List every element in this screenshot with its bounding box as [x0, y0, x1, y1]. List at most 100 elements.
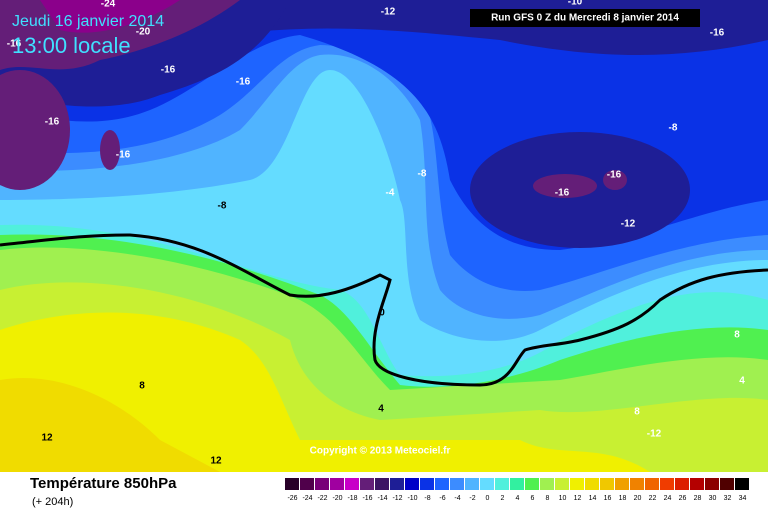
map: -24 -20 -16 -16 -16 -16 -16 -10 -12 -16 -8 -16 -16 -1…	[0, 0, 768, 472]
scale-label: -18	[347, 495, 357, 502]
scale-swatch	[465, 478, 479, 490]
contour-label: -16	[161, 65, 176, 76]
contour-label: -8	[669, 123, 678, 134]
contour-label: -8	[218, 201, 227, 212]
scale-swatch	[420, 478, 434, 490]
scale-swatch	[570, 478, 584, 490]
scale-swatch	[390, 478, 404, 490]
contour-label: -12	[621, 219, 636, 230]
contour-label: -8	[418, 169, 427, 180]
scale-swatch	[600, 478, 614, 490]
scale-swatch	[555, 478, 569, 490]
contour-label: 8	[139, 381, 145, 392]
scale-swatch	[735, 478, 749, 490]
scale-label: -10	[407, 495, 417, 502]
scale-swatch	[525, 478, 539, 490]
zone	[0, 70, 70, 190]
scale-swatch	[690, 478, 704, 490]
scale-label: -6	[439, 495, 445, 502]
scale-swatch	[615, 478, 629, 490]
scale-swatch	[630, 478, 644, 490]
scale-swatch	[495, 478, 509, 490]
scale-swatch	[285, 478, 299, 490]
contour-label: -4	[386, 188, 395, 199]
scale-label: -14	[377, 495, 387, 502]
scale-label: 4	[516, 495, 520, 502]
copyright: Copyright © 2013 Meteociel.fr	[310, 446, 451, 457]
scale-label: 2	[501, 495, 505, 502]
scale-label: -26	[287, 495, 297, 502]
scale-swatch	[450, 478, 464, 490]
zone	[0, 378, 220, 472]
contour-label: 8	[734, 330, 740, 341]
contour-label: 8	[634, 407, 640, 418]
scale-swatch	[675, 478, 689, 490]
scale-label: 20	[634, 495, 642, 502]
scale-swatch	[360, 478, 374, 490]
run: Run GFS 0 Z du Mercredi 8 janvier 2014	[491, 13, 679, 24]
contour-label: -16	[607, 170, 622, 181]
contour-label: -12	[647, 429, 662, 440]
scale-swatch	[705, 478, 719, 490]
contour-label: -16	[710, 28, 725, 39]
scale-label: 22	[649, 495, 657, 502]
scale-label: 6	[531, 495, 535, 502]
scale-label: -4	[454, 495, 460, 502]
scale-label: 16	[604, 495, 612, 502]
scale-swatch	[405, 478, 419, 490]
scale-label: -12	[392, 495, 402, 502]
scale-label: -22	[317, 495, 327, 502]
legend-subtitle: (+ 204h)	[32, 496, 73, 508]
scale-label: 14	[589, 495, 597, 502]
contour-label: 4	[739, 376, 745, 387]
scale-swatch	[435, 478, 449, 490]
contour-label: -20	[136, 27, 151, 38]
scale-swatch	[720, 478, 734, 490]
scale-label: -24	[302, 495, 312, 502]
contour-label: -12	[381, 7, 396, 18]
contour-label: -10	[568, 0, 583, 8]
zero-isotherm	[0, 233, 768, 387]
contour-label: -24	[101, 0, 116, 10]
scale-swatch	[375, 478, 389, 490]
legend-title: Température 850hPa	[30, 475, 177, 492]
scale-label: -2	[469, 495, 475, 502]
contour-label: -16	[236, 77, 251, 88]
contour-label: -16	[116, 150, 131, 161]
scale-label: 24	[664, 495, 672, 502]
scale-label: 26	[679, 495, 687, 502]
scale-swatch	[480, 478, 494, 490]
scale-label: -16	[362, 495, 372, 502]
scale-label: 0	[486, 495, 490, 502]
scale-swatch	[660, 478, 674, 490]
scale-swatch	[315, 478, 329, 490]
run-box	[470, 9, 700, 27]
color-scale: -26 -24 -22 -20 -18 -16 -14 -12 -10 -8 -6 -4 -2 0 2 4 6 8…	[285, 478, 749, 502]
contour-label: -16	[555, 188, 570, 199]
scale-swatch	[510, 478, 524, 490]
zone	[40, 0, 180, 33]
contour-label: 12	[41, 433, 53, 444]
scale-label: 18	[619, 495, 627, 502]
scale-swatch	[585, 478, 599, 490]
date: Jeudi 16 janvier 2014	[12, 13, 164, 30]
scale-label: -20	[332, 495, 342, 502]
scale-label: 28	[694, 495, 702, 502]
contour-label: 12	[210, 456, 222, 467]
scale-label: -8	[424, 495, 430, 502]
scale-label: 12	[574, 495, 582, 502]
zone	[533, 174, 597, 198]
scale-swatch	[300, 478, 314, 490]
scale-label: 10	[559, 495, 567, 502]
scale-swatch	[345, 478, 359, 490]
scale-label: 32	[724, 495, 732, 502]
zone	[100, 130, 120, 170]
contour-label: -16	[7, 39, 22, 50]
scale-label: 30	[709, 495, 717, 502]
time: 13:00 locale	[12, 33, 131, 58]
contour-labels: -24 -20 -16 -16 -16 -16 -16 -10 -12 -16 -8 -16 -16 -1…	[7, 0, 745, 467]
scale-label: 8	[546, 495, 550, 502]
scale-label: 34	[739, 495, 747, 502]
contour-label: 0	[379, 308, 385, 319]
